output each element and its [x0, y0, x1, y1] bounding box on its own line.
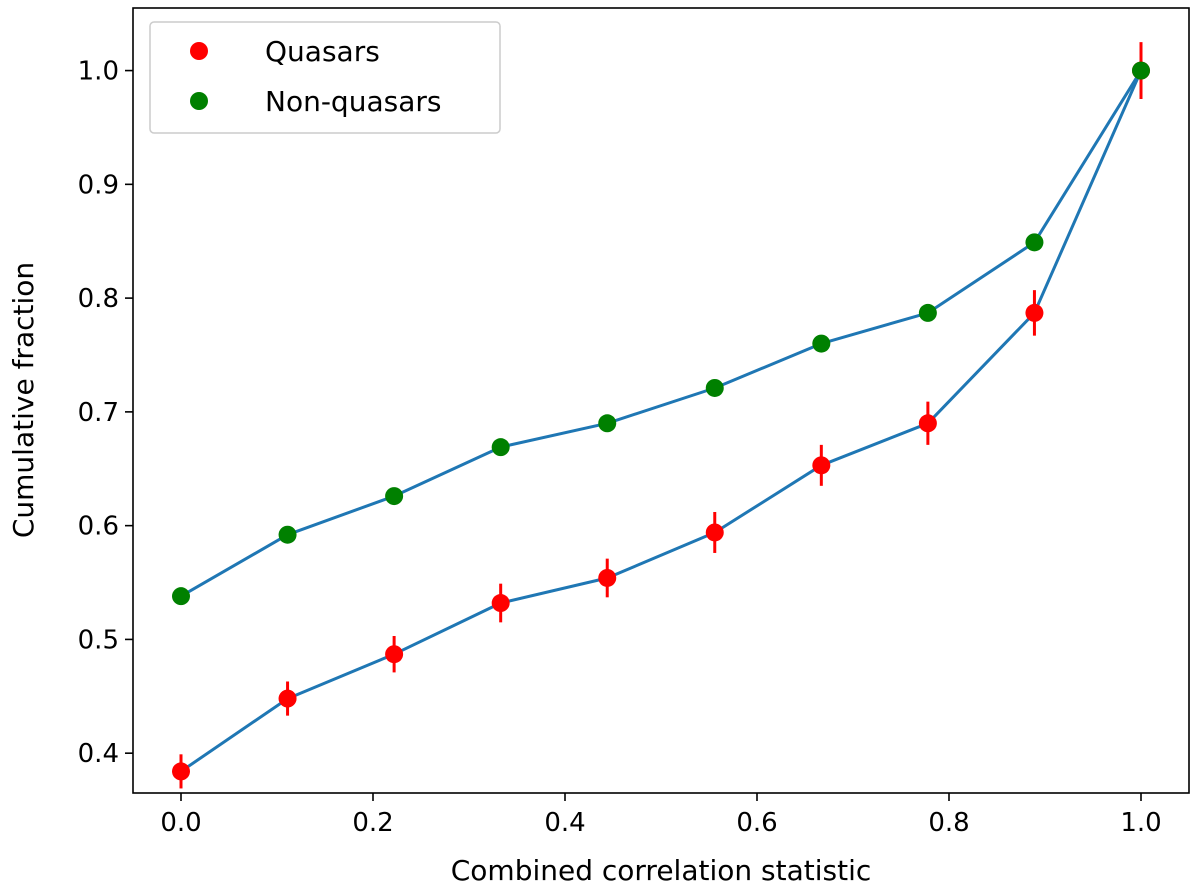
- legend: Quasars Non-quasars: [149, 21, 501, 134]
- legend-box: [149, 21, 501, 134]
- y-tick-label: 0.7: [78, 398, 119, 428]
- data-point-non-quasars: [491, 438, 510, 457]
- data-point-non-quasars: [1132, 61, 1150, 80]
- data-point-non-quasars: [812, 334, 831, 353]
- x-tick-label: 0.4: [544, 808, 585, 838]
- data-point-non-quasars: [705, 378, 724, 397]
- x-axis-label: Combined correlation statistic: [451, 854, 872, 887]
- ticks-layer: 0.0 0.2 0.4 0.6 0.8 1.0 0.4 0.5 0.6 0.7 0.8 0.9 1.0: [78, 57, 1162, 838]
- data-point-quasars: [385, 645, 404, 664]
- data-point-non-quasars: [598, 414, 617, 433]
- data-point-quasars: [172, 762, 190, 781]
- legend-marker-quasars: [190, 42, 208, 60]
- x-tick-label: 0.0: [160, 808, 201, 838]
- data-point-non-quasars: [385, 487, 404, 506]
- x-tick-label: 0.8: [928, 808, 969, 838]
- y-tick-label: 0.6: [78, 512, 119, 542]
- legend-label-quasars: Quasars: [265, 35, 380, 68]
- y-tick-label: 0.5: [78, 625, 119, 655]
- data-point-quasars: [705, 523, 724, 542]
- data-point-quasars: [812, 456, 831, 475]
- y-axis-label: Cumulative fraction: [7, 262, 40, 538]
- data-point-quasars: [1025, 303, 1044, 322]
- data-point-quasars: [918, 414, 937, 433]
- y-tick-label: 0.9: [78, 170, 119, 200]
- data-point-quasars: [491, 594, 510, 613]
- data-point-quasars: [598, 568, 617, 587]
- data-point-non-quasars: [172, 587, 190, 606]
- legend-marker-non-quasars: [190, 92, 208, 110]
- series-line-non-quasars: [180, 69, 1143, 598]
- y-tick-label: 1.0: [78, 57, 119, 87]
- plot-layer: [172, 42, 1150, 789]
- data-point-non-quasars: [1025, 233, 1044, 252]
- legend-label-non-quasars: Non-quasars: [265, 85, 441, 118]
- data-point-non-quasars: [918, 303, 937, 322]
- data-point-non-quasars: [278, 525, 297, 544]
- plot-frame: [132, 7, 1190, 794]
- x-tick-label: 0.2: [352, 808, 393, 838]
- x-tick-label: 0.6: [736, 808, 777, 838]
- data-point-quasars: [278, 689, 297, 708]
- y-tick-label: 0.4: [78, 739, 119, 769]
- series-line-quasars: [180, 69, 1143, 773]
- x-tick-label: 1.0: [1120, 808, 1161, 838]
- y-tick-label: 0.8: [78, 284, 119, 314]
